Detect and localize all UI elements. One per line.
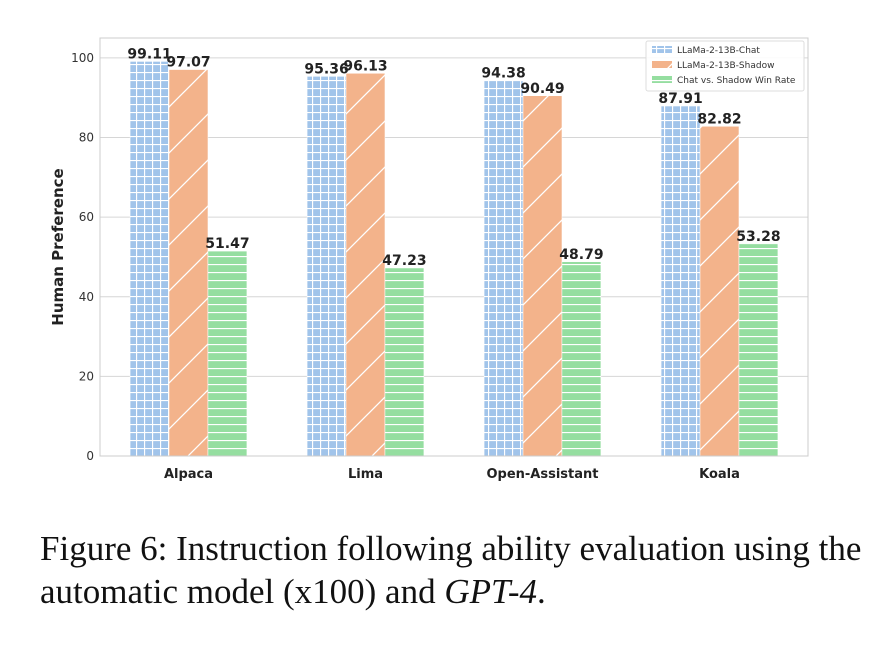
bar-grid	[306, 76, 347, 457]
caption-text: Instruction following ability evaluation…	[40, 529, 862, 611]
y-tick-label: 80	[79, 131, 94, 145]
y-tick-label: 40	[79, 290, 94, 304]
value-label: 82.82	[697, 111, 741, 127]
legend-entry: LLaMa-2-13B-Shadow	[677, 61, 774, 71]
caption-label: Figure 6:	[40, 529, 168, 568]
x-tick-label: Open-Assistant	[486, 467, 598, 482]
value-label: 51.47	[205, 236, 249, 252]
x-tick-label: Alpaca	[164, 467, 213, 482]
bar-horizontal	[384, 267, 425, 457]
value-label: 94.38	[481, 65, 525, 81]
y-tick-label: 0	[86, 449, 94, 463]
bar-horizontal	[561, 261, 602, 457]
legend-box	[645, 40, 805, 92]
bars-group	[129, 61, 779, 457]
y-axis-ticks: 0 20 40 60 80 100	[71, 51, 94, 463]
bar-grid	[129, 61, 170, 457]
legend-swatch	[652, 76, 672, 83]
value-label: 53.28	[736, 229, 780, 245]
value-label: 97.07	[166, 55, 210, 71]
x-axis-ticks: Alpaca Lima Open-Assistant Koala	[164, 467, 740, 482]
value-label: 96.13	[343, 58, 387, 74]
legend: LLaMa-2-13B-Chat LLaMa-2-13B-Shadow Chat v…	[645, 40, 805, 92]
value-label: 90.49	[520, 81, 564, 97]
x-tick-label: Koala	[699, 467, 740, 482]
bar-horizontal	[207, 250, 248, 457]
bar-diagonal	[345, 73, 386, 457]
value-label: 95.36	[304, 61, 348, 77]
legend-entry: LLaMa-2-13B-Chat	[677, 46, 760, 56]
legend-entry: Chat vs. Shadow Win Rate	[677, 76, 796, 86]
bar-diagonal	[168, 69, 209, 457]
value-label: 87.91	[658, 91, 702, 107]
chart-container: 99.11 97.07 51.47 95.36 96.13 47.23 94.38 90.49…	[49, 37, 809, 482]
y-tick-label: 100	[71, 51, 94, 65]
caption-italic: GPT-4	[444, 572, 538, 611]
bar-grid	[483, 80, 524, 457]
legend-swatch	[652, 46, 672, 53]
plot-frame	[99, 37, 809, 457]
legend-swatch	[652, 61, 672, 68]
y-axis-label: Human Preference	[49, 168, 67, 325]
y-tick-label: 60	[79, 210, 94, 224]
figure-caption: Figure 6: Instruction following ability …	[40, 527, 870, 613]
bar-horizontal	[738, 243, 779, 457]
x-tick-label: Lima	[348, 467, 383, 482]
caption-end: .	[537, 572, 546, 611]
value-label: 48.79	[559, 247, 603, 263]
value-label: 99.11	[127, 46, 171, 62]
bar-grid	[660, 105, 701, 457]
y-tick-label: 20	[79, 369, 94, 383]
bar-diagonal	[522, 95, 563, 457]
bar-diagonal	[699, 126, 740, 457]
value-label: 47.23	[382, 253, 426, 269]
